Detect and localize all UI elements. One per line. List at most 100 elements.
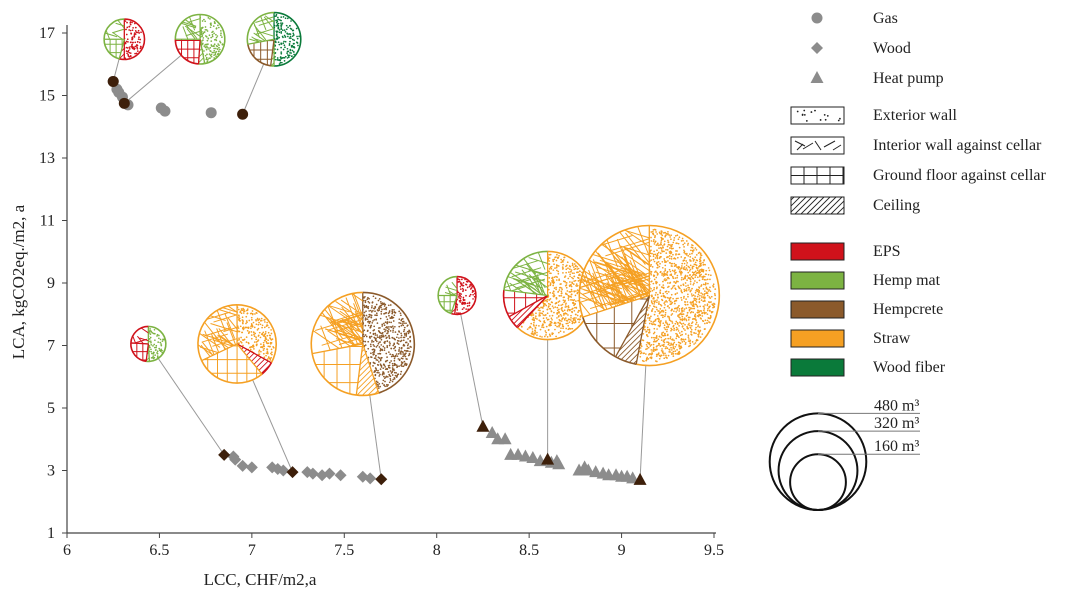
pattern-dot: [550, 335, 552, 337]
pattern-dot: [150, 349, 152, 351]
pattern-dot: [565, 304, 567, 306]
pattern-dot: [558, 278, 560, 280]
pattern-dot: [208, 17, 210, 19]
pattern-dot: [686, 269, 688, 271]
pattern-dot: [386, 307, 388, 309]
pattern-dot: [202, 20, 204, 22]
pattern-dot: [385, 312, 387, 314]
pattern-dot: [573, 319, 575, 321]
pattern-dot: [282, 42, 284, 44]
pattern-dot: [241, 332, 243, 334]
pattern-dot: [267, 348, 269, 350]
pattern-dot: [277, 19, 279, 21]
pattern-dot: [389, 365, 391, 367]
pattern-dot: [579, 318, 581, 320]
pattern-dot: [285, 41, 287, 43]
pattern-dot: [389, 343, 391, 345]
pattern-dot: [540, 306, 542, 308]
pattern-dot: [373, 341, 375, 343]
x-tick-label: 6.5: [149, 542, 169, 559]
pattern-dot: [656, 272, 658, 274]
pattern-dot: [700, 254, 702, 256]
pattern-dot: [263, 342, 265, 344]
pattern-dot: [679, 332, 681, 334]
pattern-dot: [472, 298, 474, 300]
pattern-dot: [258, 335, 260, 337]
pattern-dot: [402, 356, 404, 358]
pattern-dot: [388, 304, 390, 306]
pattern-dot: [292, 30, 294, 32]
pattern-dot: [545, 334, 547, 336]
pattern-dot: [293, 51, 295, 53]
pattern-dot: [693, 308, 695, 310]
pattern-dot: [251, 324, 253, 326]
leader-line: [124, 55, 181, 103]
pattern-dot: [263, 345, 265, 347]
pattern-dot: [395, 372, 397, 374]
pattern-dot: [246, 341, 248, 343]
pattern-dot: [284, 60, 286, 62]
pattern-dot: [575, 317, 577, 319]
pattern-dot: [695, 340, 697, 342]
pattern-dot: [470, 294, 472, 296]
pattern-dot: [569, 276, 571, 278]
pattern-dot: [567, 295, 569, 297]
pattern-dot: [704, 279, 706, 281]
insulation-pie: [96, 326, 197, 361]
pattern-dot: [667, 240, 669, 242]
pattern-dot: [545, 314, 547, 316]
pattern-dot: [573, 291, 575, 293]
pattern-dot: [206, 60, 208, 62]
pattern-dot: [683, 252, 685, 254]
pattern-dot: [137, 48, 139, 50]
pattern-dot: [576, 283, 578, 285]
pattern-dot: [676, 344, 678, 346]
pattern-dot: [552, 285, 554, 287]
pattern-dot: [557, 322, 559, 324]
pattern-dot: [217, 46, 219, 48]
pattern-dot: [379, 337, 381, 339]
pattern-dot: [559, 324, 561, 326]
pattern-dot: [677, 322, 679, 324]
pattern-dot: [242, 308, 244, 310]
pattern-dot: [553, 312, 555, 314]
leader-line: [243, 64, 264, 114]
pattern-dot: [650, 316, 652, 318]
pattern-dot: [393, 355, 395, 357]
legend-label: Gas: [873, 10, 898, 27]
pattern-dot: [653, 275, 655, 277]
pattern-dot: [654, 279, 656, 281]
pattern-dot: [409, 351, 411, 353]
pattern-dot: [679, 288, 681, 290]
pattern-dot: [698, 292, 700, 294]
pattern-dot: [246, 310, 248, 312]
pattern-dot: [689, 343, 691, 345]
pattern-dot: [673, 339, 675, 341]
pattern-dot: [547, 312, 549, 314]
pattern-stroke: [815, 141, 821, 150]
pattern-dot: [692, 305, 694, 307]
pattern-dot: [211, 52, 213, 54]
pattern-dot: [658, 301, 660, 303]
pattern-dot: [675, 281, 677, 283]
pattern-dot: [660, 233, 662, 235]
pattern-dot: [705, 273, 707, 275]
pattern-dot: [662, 315, 664, 317]
pattern-dot: [131, 44, 133, 46]
pattern-dot: [559, 295, 561, 297]
pattern-dot: [551, 322, 553, 324]
pattern-dot: [542, 323, 544, 325]
pattern-dot: [687, 296, 689, 298]
pattern-dot: [221, 36, 223, 38]
pattern-dot: [665, 309, 667, 311]
pattern-dot: [665, 356, 667, 358]
pattern-dot: [280, 47, 282, 49]
pattern-dot: [214, 43, 216, 45]
pattern-dot: [203, 50, 205, 52]
pattern-dot: [374, 310, 376, 312]
pattern-dot: [265, 331, 267, 333]
pattern-dot: [687, 284, 689, 286]
pattern-dot: [549, 292, 551, 294]
pattern-dot: [689, 267, 691, 269]
